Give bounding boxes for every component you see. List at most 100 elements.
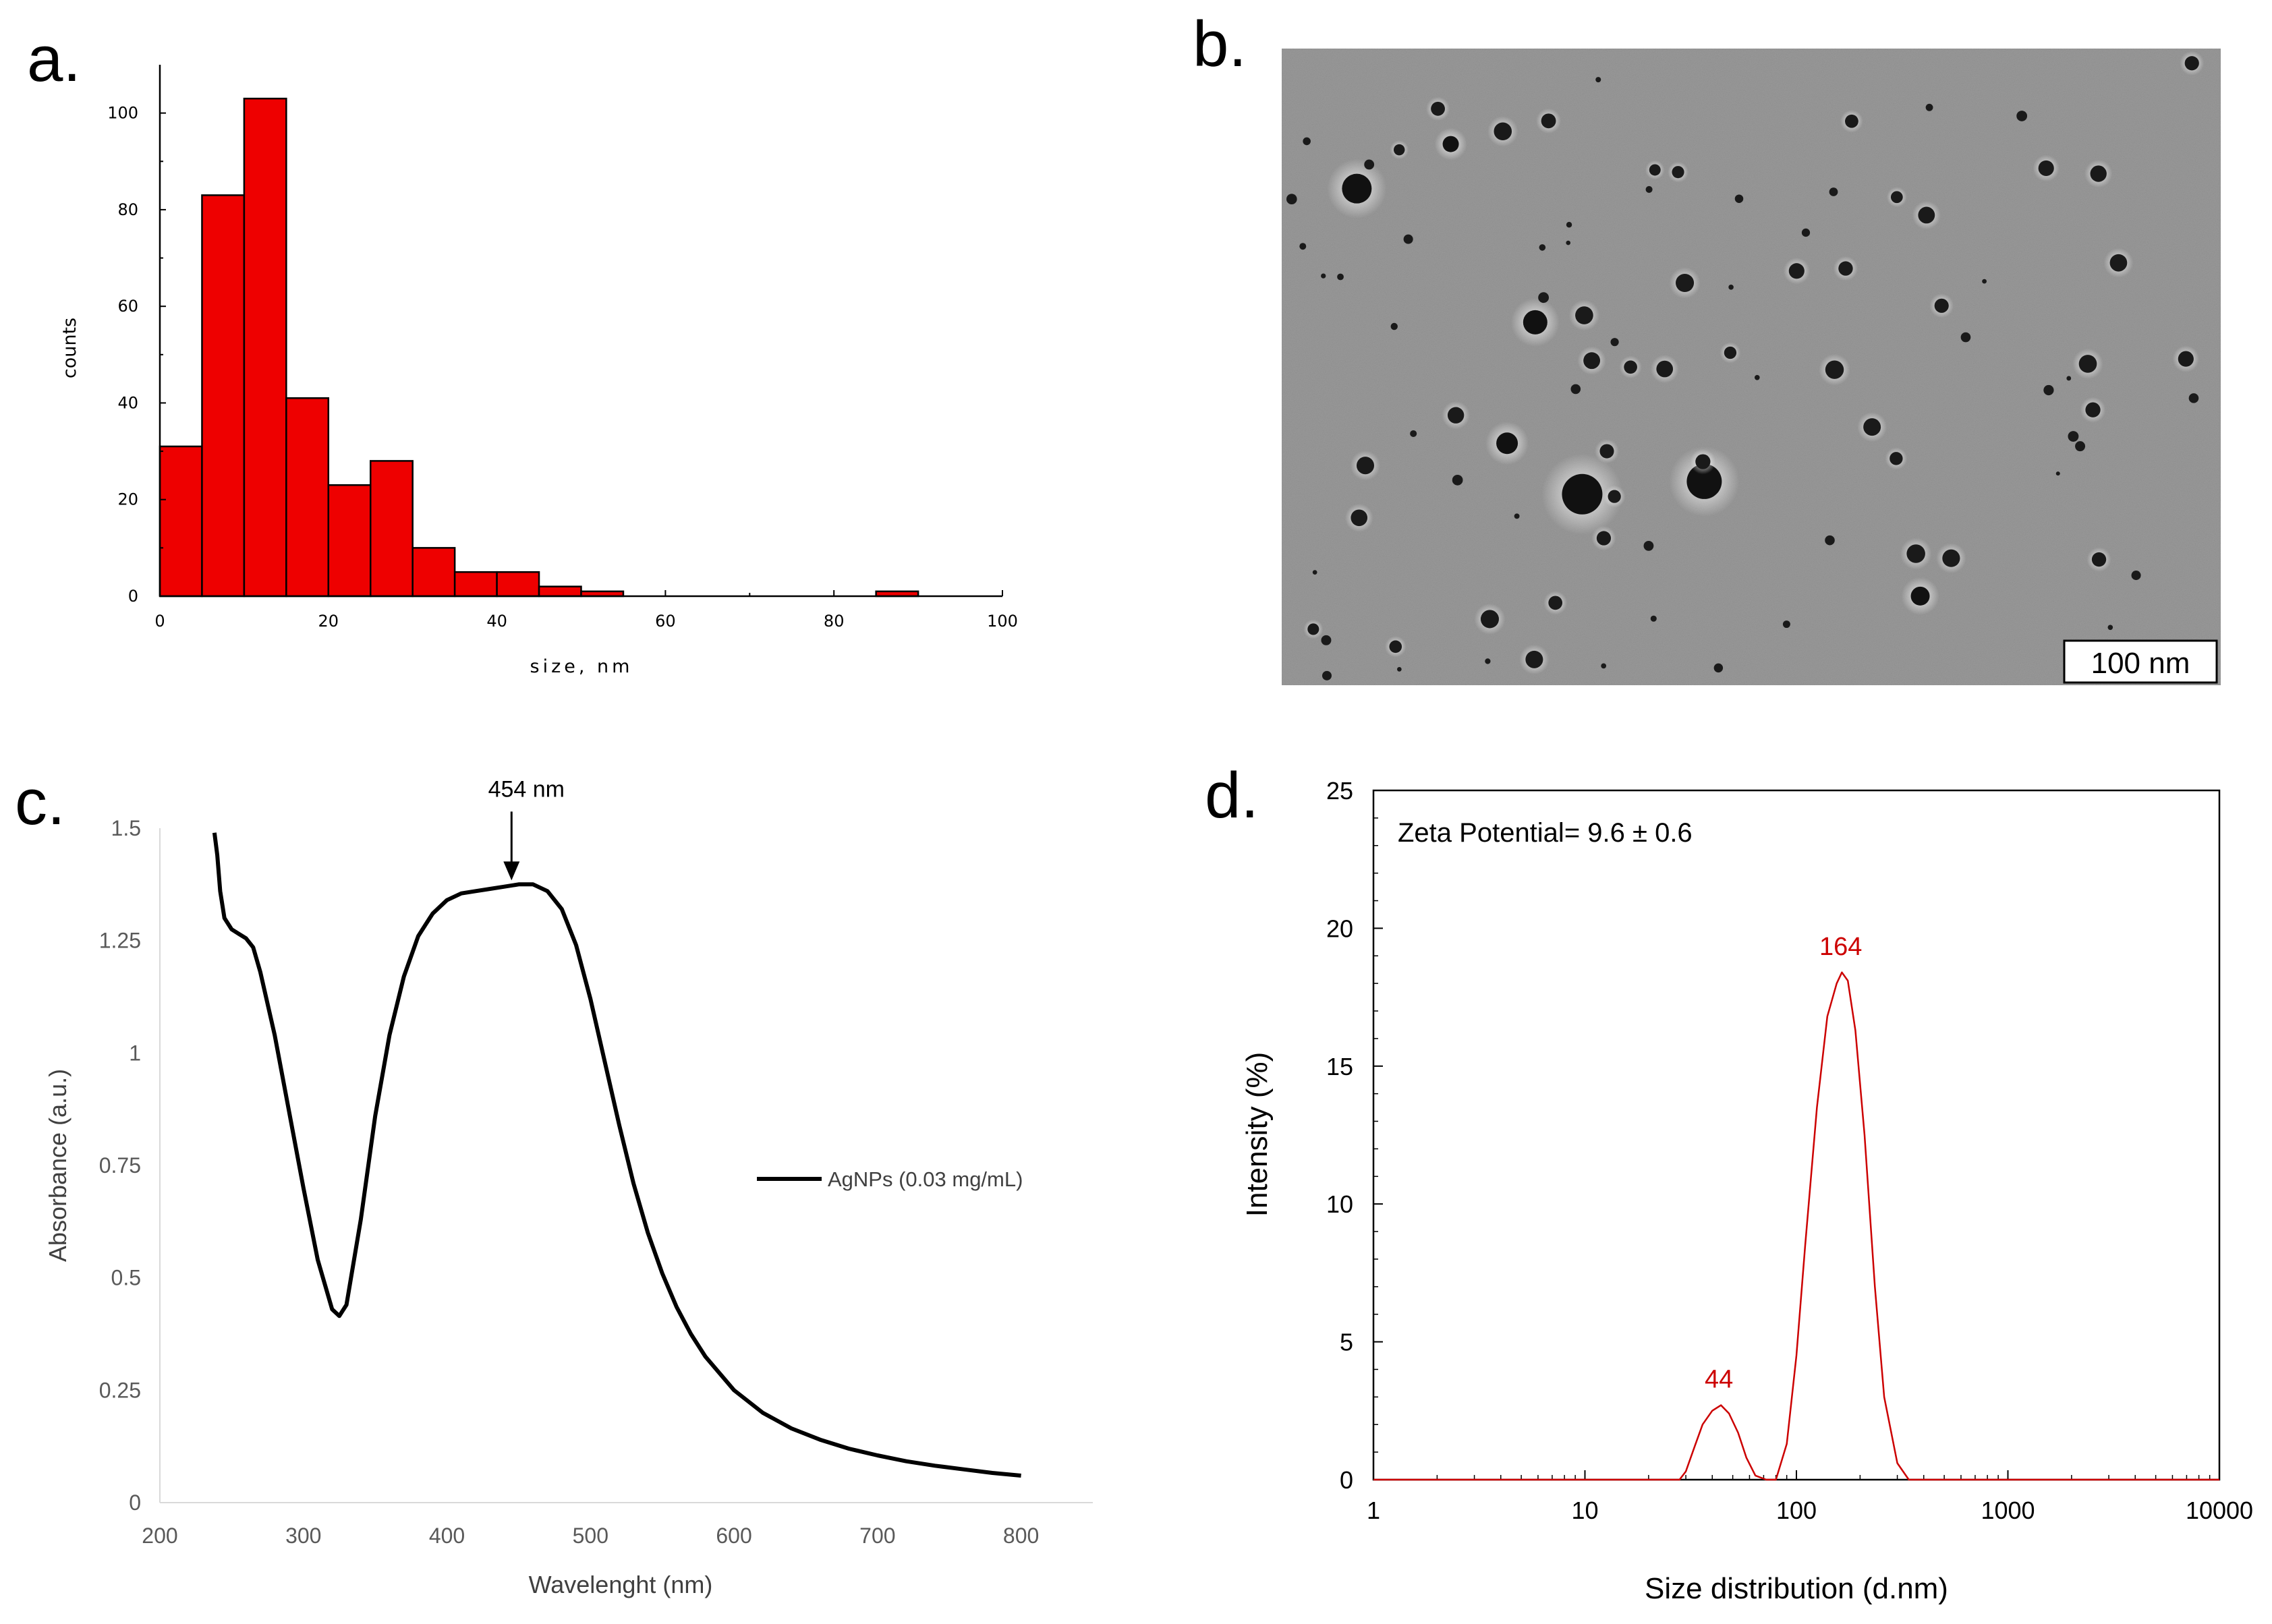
nanoparticle	[2184, 56, 2199, 71]
histogram-y-tick-label: 40	[117, 393, 138, 412]
nanoparticle	[1496, 432, 1518, 455]
nanoparticle	[1724, 346, 1737, 359]
nanoparticle	[1825, 360, 1844, 379]
histogram-bar	[370, 460, 414, 598]
histogram-x-tick-label: 60	[655, 612, 676, 631]
histogram-y-label: counts	[59, 318, 80, 378]
uv-y-ticks: 0 0.25 0.5 0.75 1 1.25 1.5	[99, 816, 141, 1515]
nanoparticle	[1960, 332, 1971, 343]
nanoparticle	[1539, 244, 1546, 251]
nanoparticle	[1838, 261, 1853, 276]
nanoparticle	[1337, 273, 1344, 281]
histogram-x-tick-label: 0	[154, 612, 165, 631]
dls-y-ticks: 0 5 10 15 20 25	[1326, 777, 1383, 1494]
dls-y-tick-label: 0	[1340, 1466, 1353, 1494]
nanoparticle	[1525, 650, 1543, 668]
histogram-bar	[411, 547, 456, 598]
uv-x-tick-label: 700	[859, 1524, 895, 1548]
histogram-x-tick-label: 80	[824, 612, 845, 631]
nanoparticle	[1825, 535, 1835, 546]
nanoparticle	[1321, 635, 1332, 645]
nanoparticle	[1695, 454, 1711, 469]
nanoparticle	[1890, 191, 1903, 204]
tem-nanoparticles	[1286, 51, 2205, 680]
nanoparticle	[2091, 552, 2107, 567]
dls-y-label: Intensity (%)	[1241, 1052, 1274, 1217]
nanoparticle	[1608, 490, 1621, 503]
size-histogram: 0 20 40 60 80 100 0 20 40 60 80 100 size, nm count…	[59, 65, 1018, 677]
nanoparticle	[1356, 457, 1375, 475]
nanoparticle	[1410, 430, 1417, 437]
nanoparticle	[1728, 285, 1734, 290]
nanoparticle	[1645, 185, 1653, 193]
nanoparticle	[2107, 625, 2113, 631]
nanoparticle	[1656, 360, 1674, 378]
panel-label-c: c.	[15, 766, 65, 838]
dls-x-tick-label: 1000	[1981, 1497, 2035, 1524]
nanoparticle	[1610, 338, 1619, 347]
nanoparticle	[2078, 355, 2097, 373]
uv-y-tick-label: 0.75	[99, 1153, 141, 1178]
nanoparticle	[1396, 667, 1402, 672]
nanoparticle	[1910, 586, 1930, 606]
histogram-x-ticks: 0 20 40 60 80 100	[154, 590, 1018, 631]
dls-x-label: Size distribution (d.nm)	[1645, 1572, 1948, 1605]
nanoparticle	[1351, 509, 1368, 527]
panel-label-a: a.	[27, 23, 81, 95]
nanoparticle	[1686, 463, 1722, 499]
dls-x-tick-label: 1	[1367, 1497, 1380, 1524]
scale-bar-box	[2063, 639, 2218, 684]
nanoparticle	[1485, 658, 1491, 664]
nanoparticle	[1624, 360, 1637, 374]
nanoparticle	[1312, 570, 1317, 575]
dls-y-tick-label: 25	[1326, 777, 1353, 805]
dls-plot-frame	[1372, 789, 2221, 1481]
dls-y-tick-label: 10	[1326, 1190, 1353, 1218]
nanoparticle	[1307, 623, 1319, 635]
nanoparticle	[2109, 254, 2128, 272]
nanoparticle	[1801, 228, 1811, 237]
nanoparticle	[2043, 384, 2054, 396]
uv-y-tick-label: 1.25	[99, 929, 141, 953]
histogram-y-tick-label: 100	[107, 104, 138, 123]
uv-x-ticks: 200 300 400 500 600 700 800	[142, 1524, 1039, 1548]
nanoparticle	[1562, 473, 1603, 515]
nanoparticle	[1649, 164, 1661, 176]
histogram-x-label: size, nm	[530, 656, 633, 677]
nanoparticle	[1890, 452, 1903, 465]
histogram-bar	[201, 194, 246, 598]
nanoparticle	[1299, 243, 1307, 250]
nanoparticle	[2188, 393, 2199, 403]
nanoparticle	[1321, 273, 1326, 279]
nanoparticle	[1713, 663, 1724, 673]
dls-y-tick-label: 15	[1326, 1053, 1353, 1080]
nanoparticle	[2075, 441, 2086, 452]
nanoparticle	[1829, 187, 1838, 196]
nanoparticle	[1566, 222, 1572, 228]
histogram-bar	[538, 585, 582, 598]
legend-label: AgNPs (0.03 mg/mL)	[828, 1167, 1023, 1191]
nanoparticle	[1303, 137, 1311, 146]
panel-label-d: d.	[1205, 759, 1259, 832]
histogram-bar	[159, 445, 203, 598]
nanoparticle	[1570, 384, 1581, 395]
dls-size-distribution: 1 10 100 1000 10000 0 5 10 15 20 25 44 164 Zeta P…	[1241, 777, 2253, 1605]
uv-x-tick-label: 500	[573, 1524, 608, 1548]
nanoparticle	[1431, 101, 1445, 116]
histogram-y-tick-label: 0	[128, 587, 138, 606]
nanoparticle	[1643, 540, 1654, 551]
nanoparticle	[1403, 234, 1413, 244]
nanoparticle	[1566, 240, 1571, 245]
nanoparticle	[1650, 615, 1657, 622]
uv-x-tick-label: 400	[429, 1524, 465, 1548]
nanoparticle	[2055, 471, 2060, 476]
nanoparticle	[1754, 374, 1760, 380]
uv-spectrum-line	[212, 832, 1021, 1478]
nanoparticle	[1934, 298, 1949, 313]
histogram-bar	[243, 97, 287, 598]
nanoparticle	[2090, 165, 2107, 182]
nanoparticle	[1734, 194, 1744, 203]
nanoparticle	[1523, 310, 1547, 335]
uv-x-tick-label: 300	[285, 1524, 321, 1548]
panel-label-b: b.	[1193, 8, 1247, 80]
